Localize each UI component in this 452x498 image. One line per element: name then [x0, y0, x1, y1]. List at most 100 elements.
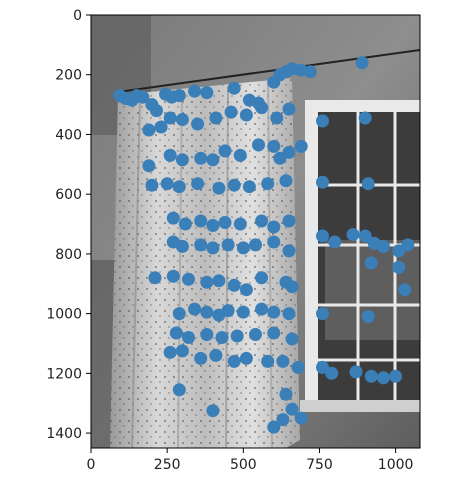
scatter-point: [163, 345, 177, 359]
scatter-point: [267, 326, 281, 340]
scatter-point: [172, 180, 186, 194]
scatter-point: [233, 148, 247, 162]
scatter-point: [358, 229, 372, 243]
scatter-point: [364, 369, 378, 383]
scatter-point: [392, 260, 406, 274]
scatter-point: [270, 111, 284, 125]
scatter-point: [218, 216, 232, 229]
scatter-point: [227, 178, 241, 192]
scatter-point: [316, 307, 329, 321]
scatter-point: [206, 153, 220, 167]
scatter-point: [376, 239, 390, 253]
scatter-point: [206, 404, 220, 418]
scatter-point: [255, 101, 269, 115]
scatter-point: [227, 278, 241, 292]
x-tick-label: 0: [87, 457, 96, 473]
scatter-point: [282, 102, 296, 116]
scatter-point: [188, 84, 202, 98]
scatter-point: [316, 360, 329, 374]
curtain-rod: [117, 49, 420, 93]
scatter-point: [194, 238, 208, 252]
curtain-fold-1: [131, 94, 141, 448]
scatter-point: [294, 411, 308, 425]
scatter-point: [267, 220, 281, 234]
scatter-point: [182, 272, 195, 286]
scatter-point: [389, 369, 403, 383]
scatter-points: [113, 56, 415, 434]
scatter-point: [154, 120, 168, 134]
scatter-point: [249, 238, 262, 252]
scatter-point: [267, 235, 281, 249]
scatter-point: [346, 228, 360, 241]
scatter-point: [194, 214, 208, 228]
scatter-point: [282, 307, 296, 321]
x-tick-label: 750: [306, 457, 333, 473]
scatter-point: [227, 81, 241, 95]
scatter-point: [328, 235, 342, 249]
scatter-point: [233, 217, 247, 231]
scatter-point: [316, 229, 329, 243]
scatter-point: [172, 89, 186, 103]
scatter-point: [252, 138, 265, 152]
y-tick-label: 1400: [46, 426, 82, 442]
scatter-point: [361, 177, 375, 191]
scatter-point: [224, 105, 238, 119]
scatter-point: [172, 383, 186, 397]
scatter-point: [200, 86, 214, 100]
scatter-point: [145, 178, 159, 192]
scatter-point: [364, 256, 378, 270]
scatter-point: [255, 302, 269, 316]
scatter-point: [236, 241, 250, 255]
scatter-point: [175, 153, 189, 167]
window-sill: [300, 400, 420, 412]
scatter-point: [358, 111, 372, 125]
scatter-point: [398, 283, 412, 297]
scatter-point: [236, 305, 250, 319]
scatter-point: [239, 283, 253, 297]
scatter-point: [316, 114, 329, 128]
scatter-point: [279, 387, 293, 401]
scatter-point: [175, 239, 189, 253]
scatter-point: [206, 219, 220, 232]
scatter-point: [255, 271, 269, 285]
y-tick-label: 200: [55, 68, 82, 84]
scatter-point: [178, 217, 192, 231]
scatter-point: [267, 139, 281, 153]
scatter-point: [285, 402, 299, 416]
scatter-point: [166, 211, 180, 225]
scatter-point: [316, 175, 329, 189]
scatter-point: [209, 111, 223, 125]
scatter-point: [194, 351, 208, 365]
scatter-point: [291, 360, 305, 374]
scatter-point: [282, 145, 296, 159]
scatter-point: [230, 329, 244, 343]
y-tick-label: 0: [73, 8, 82, 24]
background-photo: [91, 15, 420, 448]
scatter-point: [182, 331, 195, 344]
scatter-point: [150, 104, 163, 118]
x-axis: 0 250 500 750 1000: [87, 448, 413, 473]
scatter-point: [276, 413, 290, 427]
scatter-point: [163, 111, 177, 125]
scatter-point: [142, 159, 156, 173]
scatter-point: [218, 144, 232, 158]
scatter-point: [294, 139, 308, 153]
scatter-point: [200, 305, 214, 319]
scatter-point: [349, 365, 363, 379]
y-tick-label: 600: [55, 187, 82, 203]
scatter-point: [191, 117, 205, 131]
scatter-point: [361, 310, 375, 324]
scatter-point: [191, 177, 205, 191]
scatter-point: [227, 354, 241, 368]
scatter-point: [355, 56, 369, 70]
scatter-point: [142, 123, 156, 137]
scatter-point: [166, 269, 180, 283]
scatter-point: [285, 280, 299, 294]
scatter-point: [261, 177, 275, 191]
y-tick-label: 800: [55, 247, 82, 263]
scatter-point: [212, 181, 226, 195]
scatter-point: [200, 275, 214, 289]
scatter-point: [303, 65, 317, 79]
y-tick-label: 400: [55, 127, 82, 143]
scatter-point: [175, 344, 189, 358]
